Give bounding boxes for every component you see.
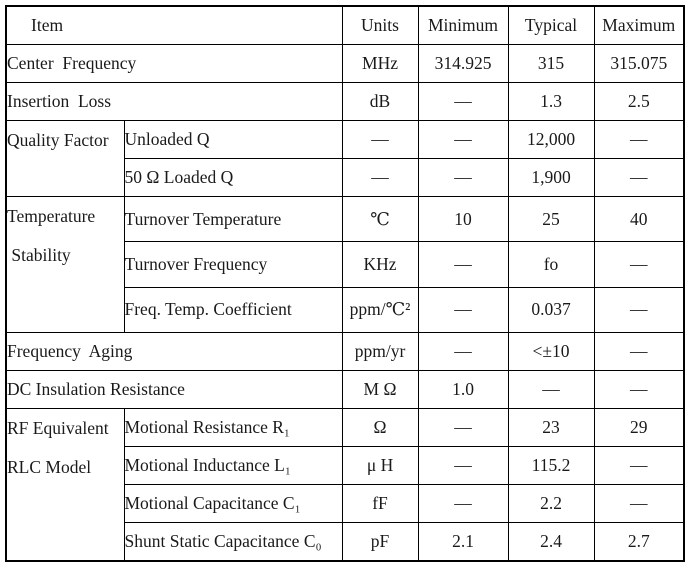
min-cell: 1.0 xyxy=(417,369,509,409)
units-cell: — xyxy=(341,157,419,197)
min-cell: 2.1 xyxy=(417,521,509,562)
item-cell: Frequency Aging xyxy=(5,332,343,371)
units-cell: fF xyxy=(341,483,419,523)
max-cell: — xyxy=(593,241,685,288)
min-cell: — xyxy=(417,82,509,122)
typ-cell: fo xyxy=(507,241,595,288)
typ-cell: <±10 xyxy=(507,332,595,371)
table-row: Temperature Stability Turnover Temperatu… xyxy=(5,195,685,334)
max-cell: — xyxy=(593,445,685,485)
min-cell: — xyxy=(417,332,509,371)
units-cell: KHz xyxy=(341,241,419,288)
table-row: Motional Inductance L₁ μ H — 115.2 — xyxy=(6,445,685,485)
table-row: Center Frequency MHz 314.925 315 315.075 xyxy=(5,44,685,84)
min-cell: — xyxy=(417,241,509,288)
column-header-typical: Typical xyxy=(507,5,595,46)
item-cell: Motional Resistance R₁ xyxy=(123,407,343,447)
typ-cell: 115.2 xyxy=(507,445,595,485)
table-row: DC Insulation Resistance M Ω 1.0 — — xyxy=(5,369,685,409)
min-cell: 10 xyxy=(417,195,509,243)
column-header-units: Units xyxy=(341,5,419,46)
table-row: Freq. Temp. Coefficient ppm/℃² — 0.037 — xyxy=(6,286,685,334)
table-header-row: Item Units Minimum Typical Maximum xyxy=(5,5,685,46)
table-row: 50 Ω Loaded Q — — 1,900 — xyxy=(6,157,685,197)
typ-cell: 315 xyxy=(507,44,595,84)
item-cell: Turnover Frequency xyxy=(123,241,343,288)
min-cell: — xyxy=(417,120,509,159)
units-cell: ppm/yr xyxy=(341,332,419,371)
units-cell: Ω xyxy=(341,407,419,447)
max-cell: 29 xyxy=(593,407,685,447)
column-header-maximum: Maximum xyxy=(593,5,685,46)
item-cell: Shunt Static Capacitance C₀ xyxy=(123,521,343,562)
units-cell: pF xyxy=(341,521,419,562)
group-cell-temperature-stability: Temperature Stability xyxy=(5,195,125,334)
max-cell: — xyxy=(593,369,685,409)
item-cell: 50 Ω Loaded Q xyxy=(123,157,343,197)
item-cell: Turnover Temperature xyxy=(123,195,343,243)
units-cell: MHz xyxy=(341,44,419,84)
spec-table: Item Units Minimum Typical Maximum Cente… xyxy=(5,5,686,562)
item-cell: DC Insulation Resistance xyxy=(5,369,343,409)
item-cell: Freq. Temp. Coefficient xyxy=(123,286,343,334)
max-cell: 2.7 xyxy=(593,521,685,562)
table-row: Turnover Frequency KHz — fo — xyxy=(6,241,685,288)
item-cell: Center Frequency xyxy=(5,44,343,84)
units-cell: ppm/℃² xyxy=(341,286,419,334)
typ-cell: 25 xyxy=(507,195,595,243)
typ-cell: 12,000 xyxy=(507,120,595,159)
min-cell: — xyxy=(417,157,509,197)
units-cell: — xyxy=(341,120,419,159)
units-cell: dB xyxy=(341,82,419,122)
max-cell: — xyxy=(593,157,685,197)
typ-cell: 2.4 xyxy=(507,521,595,562)
table-row: Shunt Static Capacitance C₀ pF 2.1 2.4 2… xyxy=(6,521,685,562)
min-cell: — xyxy=(417,445,509,485)
units-cell: μ H xyxy=(341,445,419,485)
typ-cell: 2.2 xyxy=(507,483,595,523)
item-cell: Unloaded Q xyxy=(123,120,343,159)
min-cell: — xyxy=(417,286,509,334)
typ-cell: 1.3 xyxy=(507,82,595,122)
column-header-minimum: Minimum xyxy=(417,5,509,46)
typ-cell: 1,900 xyxy=(507,157,595,197)
typ-cell: — xyxy=(507,369,595,409)
units-cell: ℃ xyxy=(341,195,419,243)
column-header-item: Item xyxy=(5,5,343,46)
max-cell: — xyxy=(593,332,685,371)
min-cell: — xyxy=(417,407,509,447)
item-cell: Motional Capacitance C₁ xyxy=(123,483,343,523)
table-row: Frequency Aging ppm/yr — <±10 — xyxy=(5,332,685,371)
max-cell: — xyxy=(593,120,685,159)
group-cell-quality-factor: Quality Factor xyxy=(5,120,125,197)
item-cell: Motional Inductance L₁ xyxy=(123,445,343,485)
max-cell: 2.5 xyxy=(593,82,685,122)
table-row: Quality Factor Unloaded Q — — 12,000 — xyxy=(5,120,685,197)
min-cell: — xyxy=(417,483,509,523)
item-cell: Insertion Loss xyxy=(5,82,343,122)
table-row: Insertion Loss dB — 1.3 2.5 xyxy=(5,82,685,122)
max-cell: 315.075 xyxy=(593,44,685,84)
max-cell: — xyxy=(593,483,685,523)
max-cell: 40 xyxy=(593,195,685,243)
table-row: RF Equivalent RLC Model Motional Resista… xyxy=(5,407,685,562)
typ-cell: 23 xyxy=(507,407,595,447)
min-cell: 314.925 xyxy=(417,44,509,84)
max-cell: — xyxy=(593,286,685,334)
units-cell: M Ω xyxy=(341,369,419,409)
group-cell-rf-equivalent: RF Equivalent RLC Model xyxy=(5,407,125,562)
typ-cell: 0.037 xyxy=(507,286,595,334)
